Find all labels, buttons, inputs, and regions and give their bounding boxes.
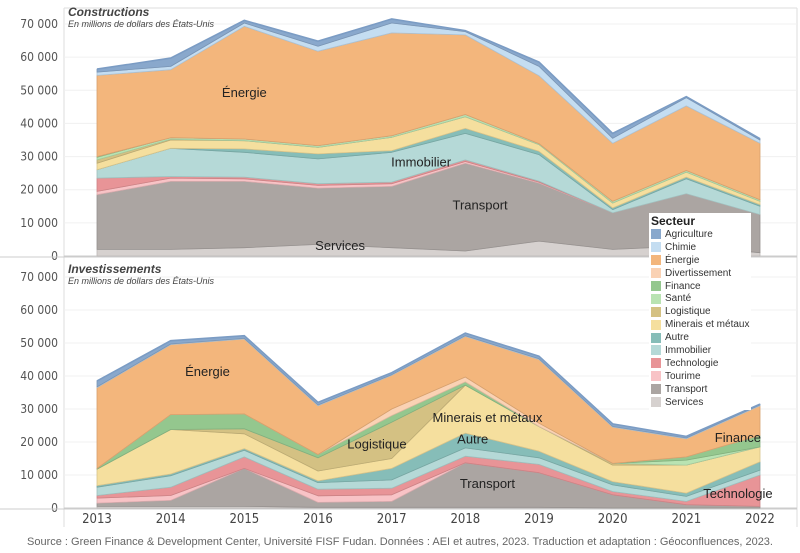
area-label: Logistique xyxy=(347,437,406,452)
top-edge-line xyxy=(96,18,761,140)
legend-item: Services xyxy=(651,396,751,409)
y-tick-label: 10 000 xyxy=(20,468,58,482)
legend-swatch xyxy=(651,281,661,291)
legend: Secteur Agriculture Chimie Énergie Divertis… xyxy=(649,213,751,411)
y-tick-label: 20 000 xyxy=(20,435,58,449)
legend-item: Chimie xyxy=(651,241,751,254)
y-tick-label: 40 000 xyxy=(20,116,58,130)
legend-swatch xyxy=(651,397,661,408)
y-tick-label: 70 000 xyxy=(20,270,58,284)
legend-title: Secteur xyxy=(651,214,696,228)
y-tick-label: 30 000 xyxy=(20,150,58,164)
x-tick-label: 2015 xyxy=(229,512,259,527)
panel-subtitle: En millions de dollars des États-Unis xyxy=(68,276,215,286)
legend-swatch xyxy=(651,384,661,395)
y-tick-label: 50 000 xyxy=(20,336,58,350)
legend-label: Agriculture xyxy=(665,228,713,240)
y-tick-label: 10 000 xyxy=(20,216,58,230)
y-tick-label: 0 xyxy=(51,501,58,515)
x-tick-label: 2017 xyxy=(377,512,407,527)
legend-item: Agriculture xyxy=(651,228,751,241)
legend-swatch xyxy=(651,332,661,343)
legend-item: Énergie xyxy=(651,254,751,267)
legend-swatch xyxy=(651,319,661,330)
legend-item: Santé xyxy=(651,292,751,305)
area-label: Énergie xyxy=(185,364,230,379)
legend-item: Tourime xyxy=(651,370,751,383)
legend-swatch xyxy=(651,255,661,266)
y-tick-label: 60 000 xyxy=(20,50,58,64)
y-tick-label: 40 000 xyxy=(20,369,58,383)
legend-swatch xyxy=(651,242,661,253)
x-tick-label: 2018 xyxy=(450,512,480,527)
y-tick-label: 60 000 xyxy=(20,303,58,317)
legend-item: Immobilier xyxy=(651,344,751,357)
legend-item: Transport xyxy=(651,383,751,396)
legend-label: Transport xyxy=(665,383,708,395)
legend-label: Santé xyxy=(665,293,692,305)
legend-label: Immobilier xyxy=(665,344,712,356)
area-label: Immobilier xyxy=(391,155,452,170)
legend-item: Autre xyxy=(651,331,751,344)
legend-label: Divertissement xyxy=(665,267,732,279)
legend-swatch xyxy=(651,345,661,356)
panel-title: Investissements xyxy=(68,262,162,276)
panel-subtitle: En millions de dollars des États-Unis xyxy=(68,19,215,29)
x-tick-label: 2020 xyxy=(598,512,628,527)
panel-investissements: 0 10 000 20 000 30 000 40 000 50 000 60 000 70 … xyxy=(0,262,797,527)
x-tick-label: 2014 xyxy=(156,512,186,527)
legend-label: Technologie xyxy=(665,357,719,369)
panel-constructions: 0 10 000 20 000 30 000 40 000 50 000 60 000 70 … xyxy=(0,5,797,263)
area-label: Transport xyxy=(460,476,516,491)
legend-label: Logistique xyxy=(665,306,711,318)
legend-item: Technologie xyxy=(651,357,751,370)
x-tick-label: 2016 xyxy=(303,512,333,527)
y-tick-label: 50 000 xyxy=(20,83,58,97)
area-label: Autre xyxy=(457,432,488,447)
legend-swatch xyxy=(651,358,661,369)
y-tick-label: 30 000 xyxy=(20,402,58,416)
legend-swatch xyxy=(651,229,661,240)
y-tick-label: 70 000 xyxy=(20,17,58,31)
area-label: Énergie xyxy=(222,85,267,100)
legend-label: Tourime xyxy=(665,370,701,382)
legend-swatch xyxy=(651,306,661,317)
area-label: Minerais et métaux xyxy=(433,410,543,425)
legend-item: Divertissement xyxy=(651,267,751,280)
area-label: Finance xyxy=(715,430,761,445)
legend-item: Finance xyxy=(651,280,751,293)
area-label: Services xyxy=(315,238,365,253)
legend-swatch xyxy=(651,371,661,382)
legend-label: Chimie xyxy=(665,241,697,253)
x-tick-label: 2013 xyxy=(82,512,112,527)
x-tick-label: 2022 xyxy=(745,512,775,527)
legend-label: Énergie xyxy=(665,254,700,266)
legend-label: Finance xyxy=(665,280,701,292)
y-tick-label: 0 xyxy=(51,249,58,263)
legend-item: Minerais et métaux xyxy=(651,318,751,331)
x-tick-label: 2019 xyxy=(524,512,554,527)
x-tick-label: 2021 xyxy=(671,512,701,527)
legend-label: Services xyxy=(665,396,704,408)
legend-item: Logistique xyxy=(651,305,751,318)
legend-swatch xyxy=(651,268,661,279)
y-tick-label: 20 000 xyxy=(20,183,58,197)
source-note: Source : Green Finance & Development Cen… xyxy=(27,536,773,548)
area-label: Technologie xyxy=(703,486,772,501)
legend-swatch xyxy=(651,293,661,304)
panel-title: Constructions xyxy=(68,5,150,19)
legend-label: Minerais et métaux xyxy=(665,319,750,331)
top-edge-line xyxy=(96,332,761,438)
legend-label: Autre xyxy=(665,332,689,344)
area-label: Transport xyxy=(452,198,508,213)
